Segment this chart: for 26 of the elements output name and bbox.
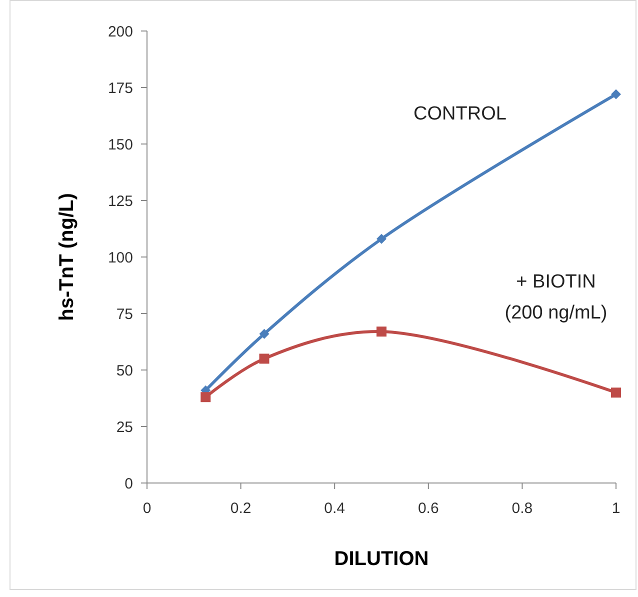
y-tick-label: 200: [108, 23, 133, 40]
x-tick-label: 0.4: [324, 500, 346, 517]
series-label: + BIOTIN (200 ng/mL): [504, 272, 608, 324]
y-tick-label: 100: [108, 249, 133, 266]
y-tick-label: 25: [116, 418, 133, 436]
y-tick-label: 0: [124, 475, 133, 492]
x-tick-label: 0.6: [418, 500, 439, 517]
y-tick-label: 175: [108, 80, 133, 97]
y-tick-label: 50: [116, 362, 133, 380]
x-axis-title: DILUTION: [334, 548, 429, 570]
x-tick-label: 0.8: [512, 500, 533, 517]
point: [259, 354, 270, 364]
point: [200, 392, 211, 402]
point: [611, 89, 621, 100]
y-axis-title: hs-TnT (ng/L): [56, 193, 78, 321]
y-tick-label: 125: [108, 192, 133, 210]
x-tick-label: 0: [142, 500, 152, 517]
point: [376, 234, 386, 244]
x-tick-label: 1: [612, 500, 620, 517]
y-tick-label: 75: [116, 306, 133, 323]
y-tick-label: 150: [108, 136, 133, 154]
point: [611, 388, 621, 398]
series-label: CONTROL: [414, 103, 506, 124]
point: [259, 328, 270, 339]
x-tick-label: 0.2: [230, 500, 252, 517]
point: [376, 326, 386, 337]
